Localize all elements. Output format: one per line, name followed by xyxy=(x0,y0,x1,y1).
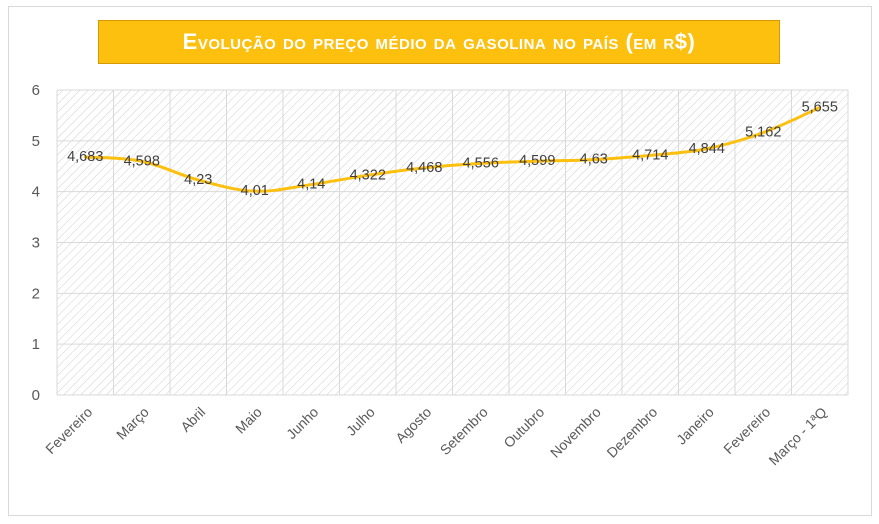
data-label: 4,714 xyxy=(632,147,668,163)
data-label: 4,322 xyxy=(350,167,386,183)
series-line xyxy=(83,106,822,193)
data-label: 4,556 xyxy=(463,155,499,171)
chart-title: Evolução do preço médio da gasolina no p… xyxy=(182,29,696,54)
x-tick-label: Agosto xyxy=(392,404,434,446)
data-label: 5,655 xyxy=(802,100,838,116)
x-tick-label: Dezembro xyxy=(603,404,660,461)
y-tick-label: 4 xyxy=(32,184,40,201)
data-label: 4,468 xyxy=(406,160,442,176)
y-tick-label: 1 xyxy=(32,336,40,353)
data-label: 4,844 xyxy=(689,141,725,157)
x-tick-label: Junho xyxy=(283,404,321,442)
data-label: 4,14 xyxy=(297,177,325,193)
data-label: 4,599 xyxy=(519,153,555,169)
x-tick-label: Janeiro xyxy=(673,404,717,448)
x-tick-label: Setembro xyxy=(437,404,491,458)
x-tick-label: Fevereiro xyxy=(720,404,773,457)
x-tick-label: Fevereiro xyxy=(42,404,95,457)
y-tick-label: 2 xyxy=(32,285,40,302)
x-tick-label: Maio xyxy=(232,404,265,437)
y-tick-label: 6 xyxy=(32,82,40,99)
x-tick-label: Novembro xyxy=(547,404,604,461)
x-tick-label: Julho xyxy=(343,404,378,439)
data-label: 4,598 xyxy=(124,153,160,169)
x-tick-label: Março xyxy=(113,404,152,443)
x-tick-label: Abril xyxy=(177,404,208,435)
data-label: 4,63 xyxy=(580,152,608,168)
data-label: 5,162 xyxy=(745,125,781,141)
x-tick-label: Março - 1ªQ xyxy=(765,404,830,469)
y-tick-label: 3 xyxy=(32,235,40,252)
y-tick-label: 0 xyxy=(32,387,40,404)
chart-title-box: Evolução do preço médio da gasolina no p… xyxy=(98,20,780,64)
data-label: 4,01 xyxy=(241,183,269,199)
data-label: 4,23 xyxy=(184,172,212,188)
data-label: 4,683 xyxy=(67,149,103,165)
x-tick-label: Outubro xyxy=(500,404,547,451)
y-tick-label: 5 xyxy=(32,133,40,150)
